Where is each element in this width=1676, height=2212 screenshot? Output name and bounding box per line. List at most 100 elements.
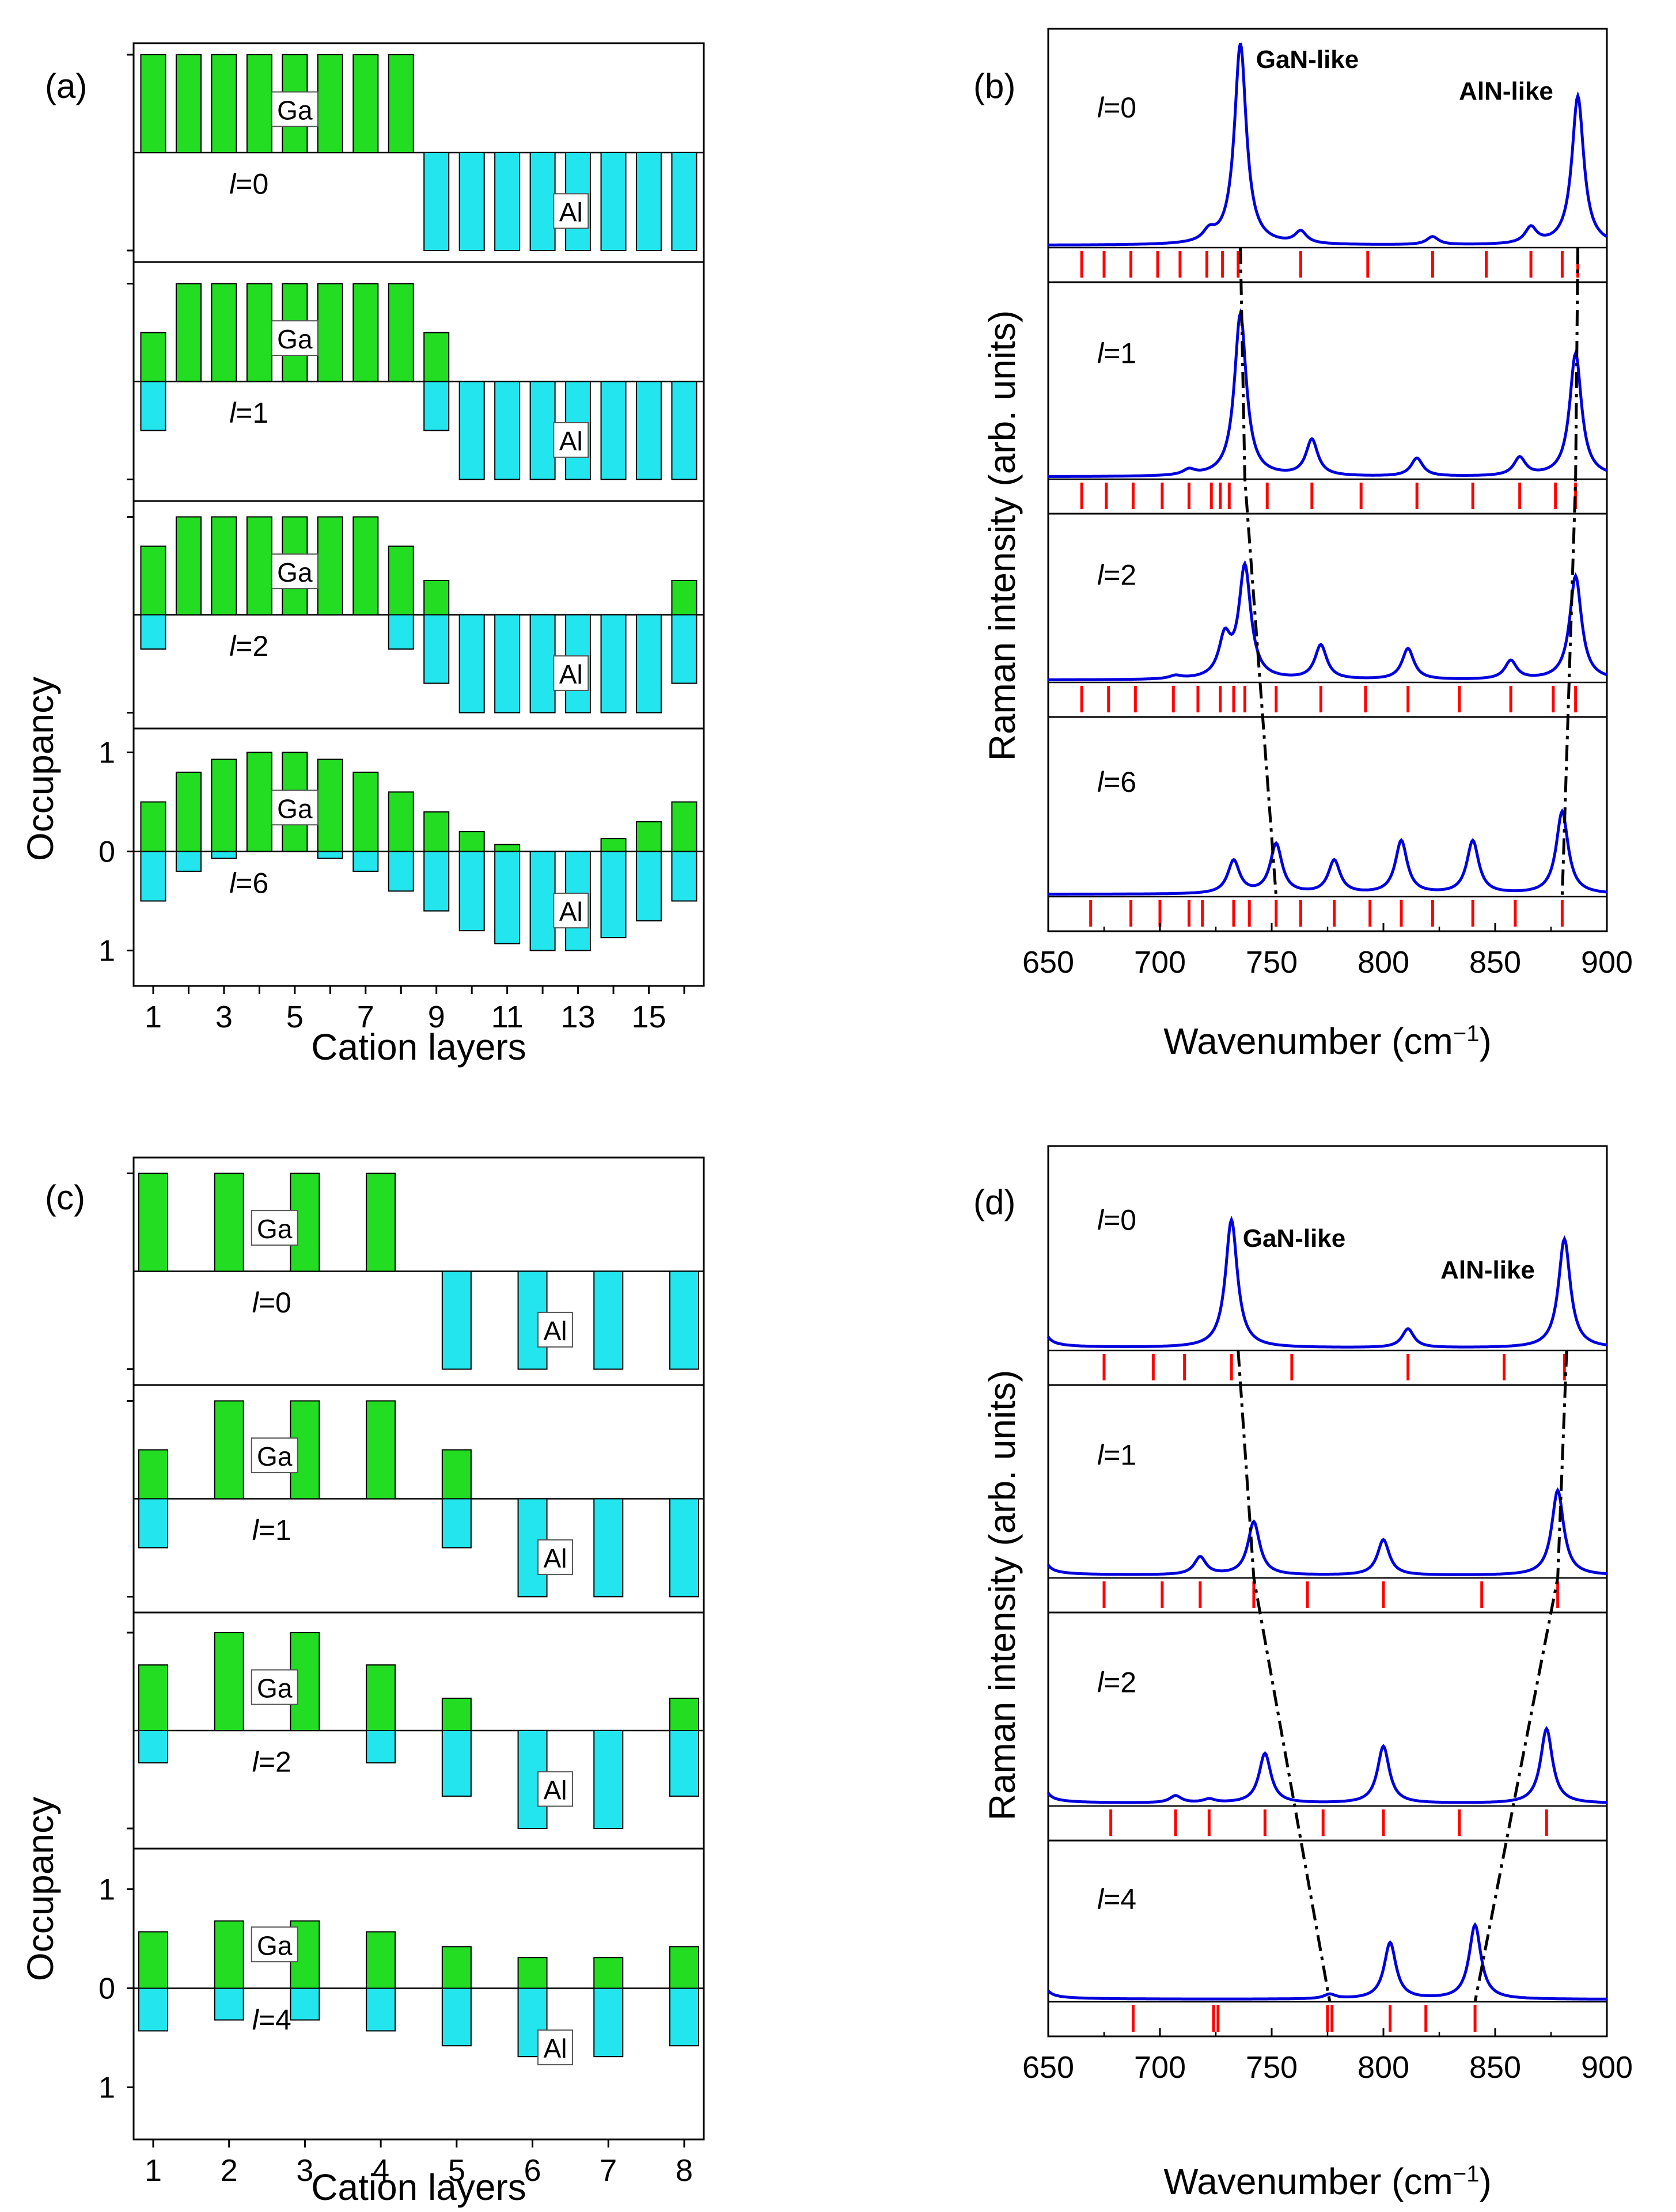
al-bar	[140, 614, 166, 650]
ga-label: Ga	[257, 1930, 293, 1960]
al-bar	[317, 851, 343, 859]
al-label: Al	[559, 897, 583, 927]
x-tick-label: 9	[428, 1000, 445, 1034]
ga-label-box	[271, 790, 318, 826]
raman-spectrum-line	[1048, 560, 1607, 681]
ga-bar	[458, 831, 485, 852]
ga-bar	[317, 758, 343, 852]
subplot-a-2: Ga Al l=2	[127, 516, 704, 714]
x-tick-label: 2	[221, 2153, 238, 2188]
guide-dashdot-line-1	[1473, 1350, 1568, 2002]
subplot-b-2: l=2	[1048, 559, 1607, 712]
ga-label-box	[251, 1669, 298, 1705]
x-tick-label: 3	[215, 1000, 233, 1034]
ga-bar	[214, 1920, 244, 1989]
ga-bar	[388, 283, 414, 382]
subplot-c-3: Ga Al l=4 1 0 1	[98, 1873, 704, 2105]
ga-label: Ga	[257, 1214, 293, 1244]
x-tick-label: 7	[600, 2153, 617, 2188]
raman-spectrum-line	[1048, 808, 1607, 896]
ga-bar	[138, 1931, 168, 1989]
ga-bar	[317, 283, 343, 382]
ga-bar	[366, 1931, 396, 1989]
subplot-d-3: l=4	[1047, 1883, 1607, 2032]
x-tick-label: 15	[631, 1000, 666, 1034]
al-bar	[671, 152, 697, 251]
l-value-label: l=4	[252, 2004, 291, 2036]
al-bar	[669, 1730, 699, 1797]
x-tick-label: 13	[561, 1000, 596, 1034]
ga-bar	[246, 283, 272, 382]
x-tick-label: 4	[372, 2153, 389, 2188]
y-tick-label: 1	[98, 2071, 115, 2105]
al-bar	[593, 1730, 624, 1829]
x-axis-title: Cation layers	[311, 1026, 526, 1068]
ga-label: Ga	[257, 1674, 293, 1703]
al-label-box	[537, 1539, 574, 1575]
x-tick-label: 650	[1022, 2050, 1074, 2085]
al-label: Al	[544, 2033, 567, 2063]
panel-d: l=0 l=1 l=2 l=4 GaN-like AlN-like 650 700 750 800…	[973, 1145, 1633, 2202]
al-bar	[669, 1270, 699, 1370]
guide-dashdot-line-0	[1239, 247, 1278, 897]
raman-spectrum-line	[1046, 1215, 1607, 1349]
al-bar	[423, 381, 450, 431]
raman-spectrum-line	[1046, 1726, 1607, 1804]
subplot-d-1: l=1	[1046, 1439, 1607, 1608]
ga-bar	[366, 1664, 396, 1732]
guide-dashdot-line-1	[1560, 247, 1580, 897]
ga-bar	[388, 545, 414, 616]
l-value-label: l=2	[229, 630, 268, 662]
al-label: Al	[559, 426, 583, 456]
al-bar	[140, 851, 166, 902]
al-bar	[388, 614, 414, 650]
x-tick-label: 6	[524, 2153, 541, 2188]
l-value-label: l=0	[229, 168, 268, 200]
ga-label-box	[251, 1926, 298, 1963]
al-bar	[669, 1498, 699, 1598]
al-bar	[636, 152, 662, 251]
x-tick-label: 900	[1581, 2050, 1633, 2085]
x-axis-title: Cation layers	[311, 2167, 526, 2208]
y-axis-title: Raman intensity (arb. units)	[981, 310, 1023, 761]
al-bar	[138, 1987, 168, 2032]
al-bar	[494, 614, 521, 714]
ga-bar	[140, 332, 166, 382]
al-label: Al	[544, 1775, 567, 1805]
ga-bar	[366, 1400, 396, 1500]
al-bar	[529, 381, 556, 480]
ga-label-box	[251, 1437, 298, 1474]
guide-dashdot-line-0	[1237, 1350, 1332, 2002]
al-bar	[138, 1498, 168, 1549]
al-bar	[138, 1730, 168, 1764]
raman-spectrum-line	[1048, 308, 1607, 478]
ga-bar	[246, 54, 272, 153]
al-bar	[211, 851, 237, 859]
al-bar	[671, 851, 697, 902]
al-bar	[214, 1987, 244, 2021]
ga-bar	[441, 1449, 472, 1500]
x-tick-label: 850	[1469, 945, 1521, 980]
al-bar	[529, 152, 556, 251]
panel-frame-a	[132, 42, 705, 987]
ga-bar	[388, 54, 414, 153]
al-bar	[458, 381, 485, 480]
al-label-box	[537, 1311, 574, 1348]
ga-bar	[636, 821, 662, 852]
ga-bar	[600, 838, 627, 852]
l-value-label: l=1	[252, 1514, 291, 1546]
al-label-box	[553, 655, 589, 691]
l-value-label: l=2	[1097, 1667, 1136, 1699]
x-tick-label: 900	[1581, 945, 1633, 980]
al-label-box	[537, 2029, 574, 2066]
ga-bar	[211, 283, 237, 382]
ga-bar	[669, 1697, 699, 1731]
ga-bar	[175, 771, 202, 852]
subplot-a-3: Ga Al l=6 1 0 1	[98, 737, 704, 968]
al-bar	[441, 1987, 472, 2047]
y-tick-label: 1	[98, 1873, 115, 1907]
al-bar	[140, 381, 166, 431]
al-bar	[529, 614, 556, 714]
